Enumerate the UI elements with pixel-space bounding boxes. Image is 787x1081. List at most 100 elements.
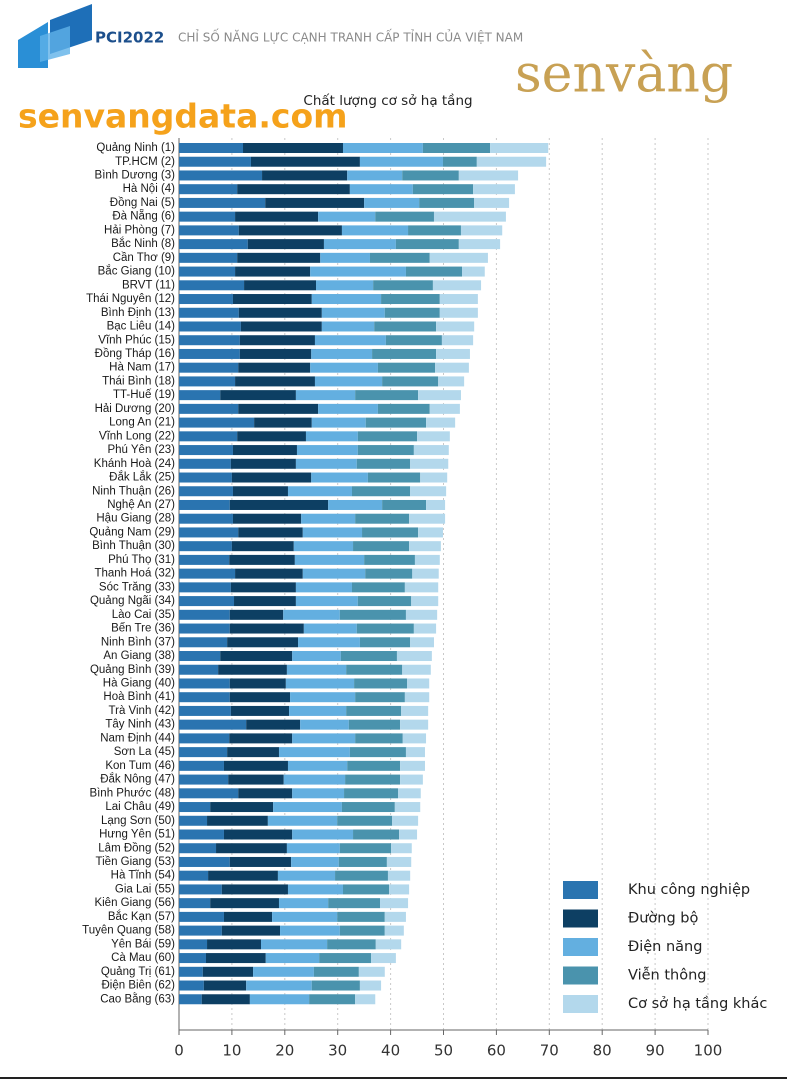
bar-segment [179, 143, 244, 153]
legend-label: Viễn thông [628, 967, 707, 984]
bar-segment [405, 747, 425, 758]
bar-segment [179, 554, 230, 565]
bar-segment [238, 307, 322, 318]
bar-segment [240, 321, 322, 332]
bar-segment [346, 664, 403, 675]
bar-segment [179, 513, 233, 524]
legend-swatch [563, 909, 598, 928]
bar-segment [243, 143, 343, 153]
x-tick-label: 100 [694, 1042, 723, 1060]
y-tick-label: Nghệ An (27) [107, 499, 175, 511]
bar-segment [347, 170, 403, 181]
bar-segment [441, 335, 474, 346]
bar-segment [223, 760, 288, 771]
bar-segment [346, 705, 402, 716]
bar-segment [179, 609, 230, 620]
y-tick-label: Trà Vinh (42) [109, 705, 176, 717]
bar-segment [237, 431, 306, 442]
y-tick-label: Quảng Ngãi (34) [90, 595, 175, 607]
bar-segment [386, 856, 412, 867]
bar-segment [438, 376, 465, 387]
bar-segment [321, 307, 385, 318]
y-tick-label: Bắc Kạn (57) [108, 910, 175, 923]
bar-segment [295, 458, 357, 469]
bar-segment [395, 239, 459, 250]
bar-segment [246, 719, 301, 730]
bar-segment [289, 705, 347, 716]
y-tick-label: Lạng Sơn (50) [101, 815, 175, 827]
x-tick-label: 40 [381, 1042, 400, 1060]
bar-segment [410, 637, 434, 648]
bar-segment [303, 623, 357, 634]
bar-segment [179, 953, 206, 964]
y-tick-label: Đồng Tháp (16) [95, 348, 176, 360]
legend-label: Khu công nghiệp [628, 882, 750, 898]
bar-segment [353, 829, 400, 840]
bar-segment [230, 582, 296, 593]
y-tick-label: TT-Huế (19) [113, 389, 175, 401]
legend-swatch [563, 966, 598, 985]
y-tick-label: TP.HCM (2) [115, 156, 175, 168]
bar-segment [369, 252, 430, 263]
bar-segment [321, 321, 375, 332]
bar-segment [296, 445, 358, 456]
bar-segment [460, 225, 503, 236]
bar-segment [179, 980, 204, 991]
bar-segment [229, 499, 329, 510]
bar-segment [235, 266, 311, 277]
y-tick-label: Bình Thuận (30) [92, 540, 175, 552]
logo: senvàng [515, 45, 733, 105]
y-tick-label: Thanh Hoá (32) [94, 568, 175, 580]
legend-label: Đường bộ [628, 911, 699, 927]
bar-segment [228, 774, 284, 785]
bar-segment [401, 705, 429, 716]
bar-segment [285, 678, 355, 689]
bar-segment [179, 788, 239, 799]
y-tick-label: An Giang (38) [103, 650, 175, 662]
bar-segment [237, 184, 350, 195]
bar-segment [340, 651, 397, 662]
y-tick-label: Hải Phòng (7) [104, 224, 175, 236]
bar-segment [235, 211, 319, 222]
bar-segment [230, 705, 290, 716]
bar-segment [342, 884, 390, 895]
bar-segment [380, 898, 409, 909]
bar-segment [210, 802, 274, 813]
y-tick-label: Phú Yên (23) [107, 444, 175, 456]
bar-segment [400, 760, 425, 771]
bar-segment [311, 472, 368, 483]
bar-segment [239, 348, 312, 359]
bar-segment [179, 664, 219, 675]
bar-segment [232, 486, 288, 497]
bar-segment [305, 431, 358, 442]
x-tick-label: 60 [487, 1042, 506, 1060]
bar-segment [179, 966, 203, 977]
bar-segment [402, 664, 431, 675]
bar-segment [300, 719, 349, 730]
y-tick-label: Phú Thọ (31) [108, 554, 175, 566]
bar-segment [179, 884, 222, 895]
y-tick-label: Cần Thơ (9) [113, 252, 175, 264]
bar-segment [375, 211, 434, 222]
bar-segment [374, 321, 437, 332]
bar-segment [377, 403, 430, 414]
bar-segment [235, 376, 315, 387]
bar-segment [382, 499, 427, 510]
y-tick-label: Hà Nội (4) [123, 183, 176, 195]
bar-segment [316, 280, 374, 291]
bar-segment [410, 486, 447, 497]
bar-segment [429, 252, 488, 263]
bar-segment [414, 554, 440, 565]
bar-segment [419, 197, 475, 208]
bar-segment [349, 747, 406, 758]
bar-segment [231, 541, 294, 552]
bar-segment [179, 403, 239, 414]
bar-segment [179, 802, 211, 813]
bar-segment [439, 307, 478, 318]
bar-segment [254, 417, 312, 428]
y-tick-label: Đồng Nai (5) [110, 197, 175, 209]
bar-segment [319, 953, 372, 964]
bar-segment [458, 239, 501, 250]
bar-segment [179, 252, 238, 263]
